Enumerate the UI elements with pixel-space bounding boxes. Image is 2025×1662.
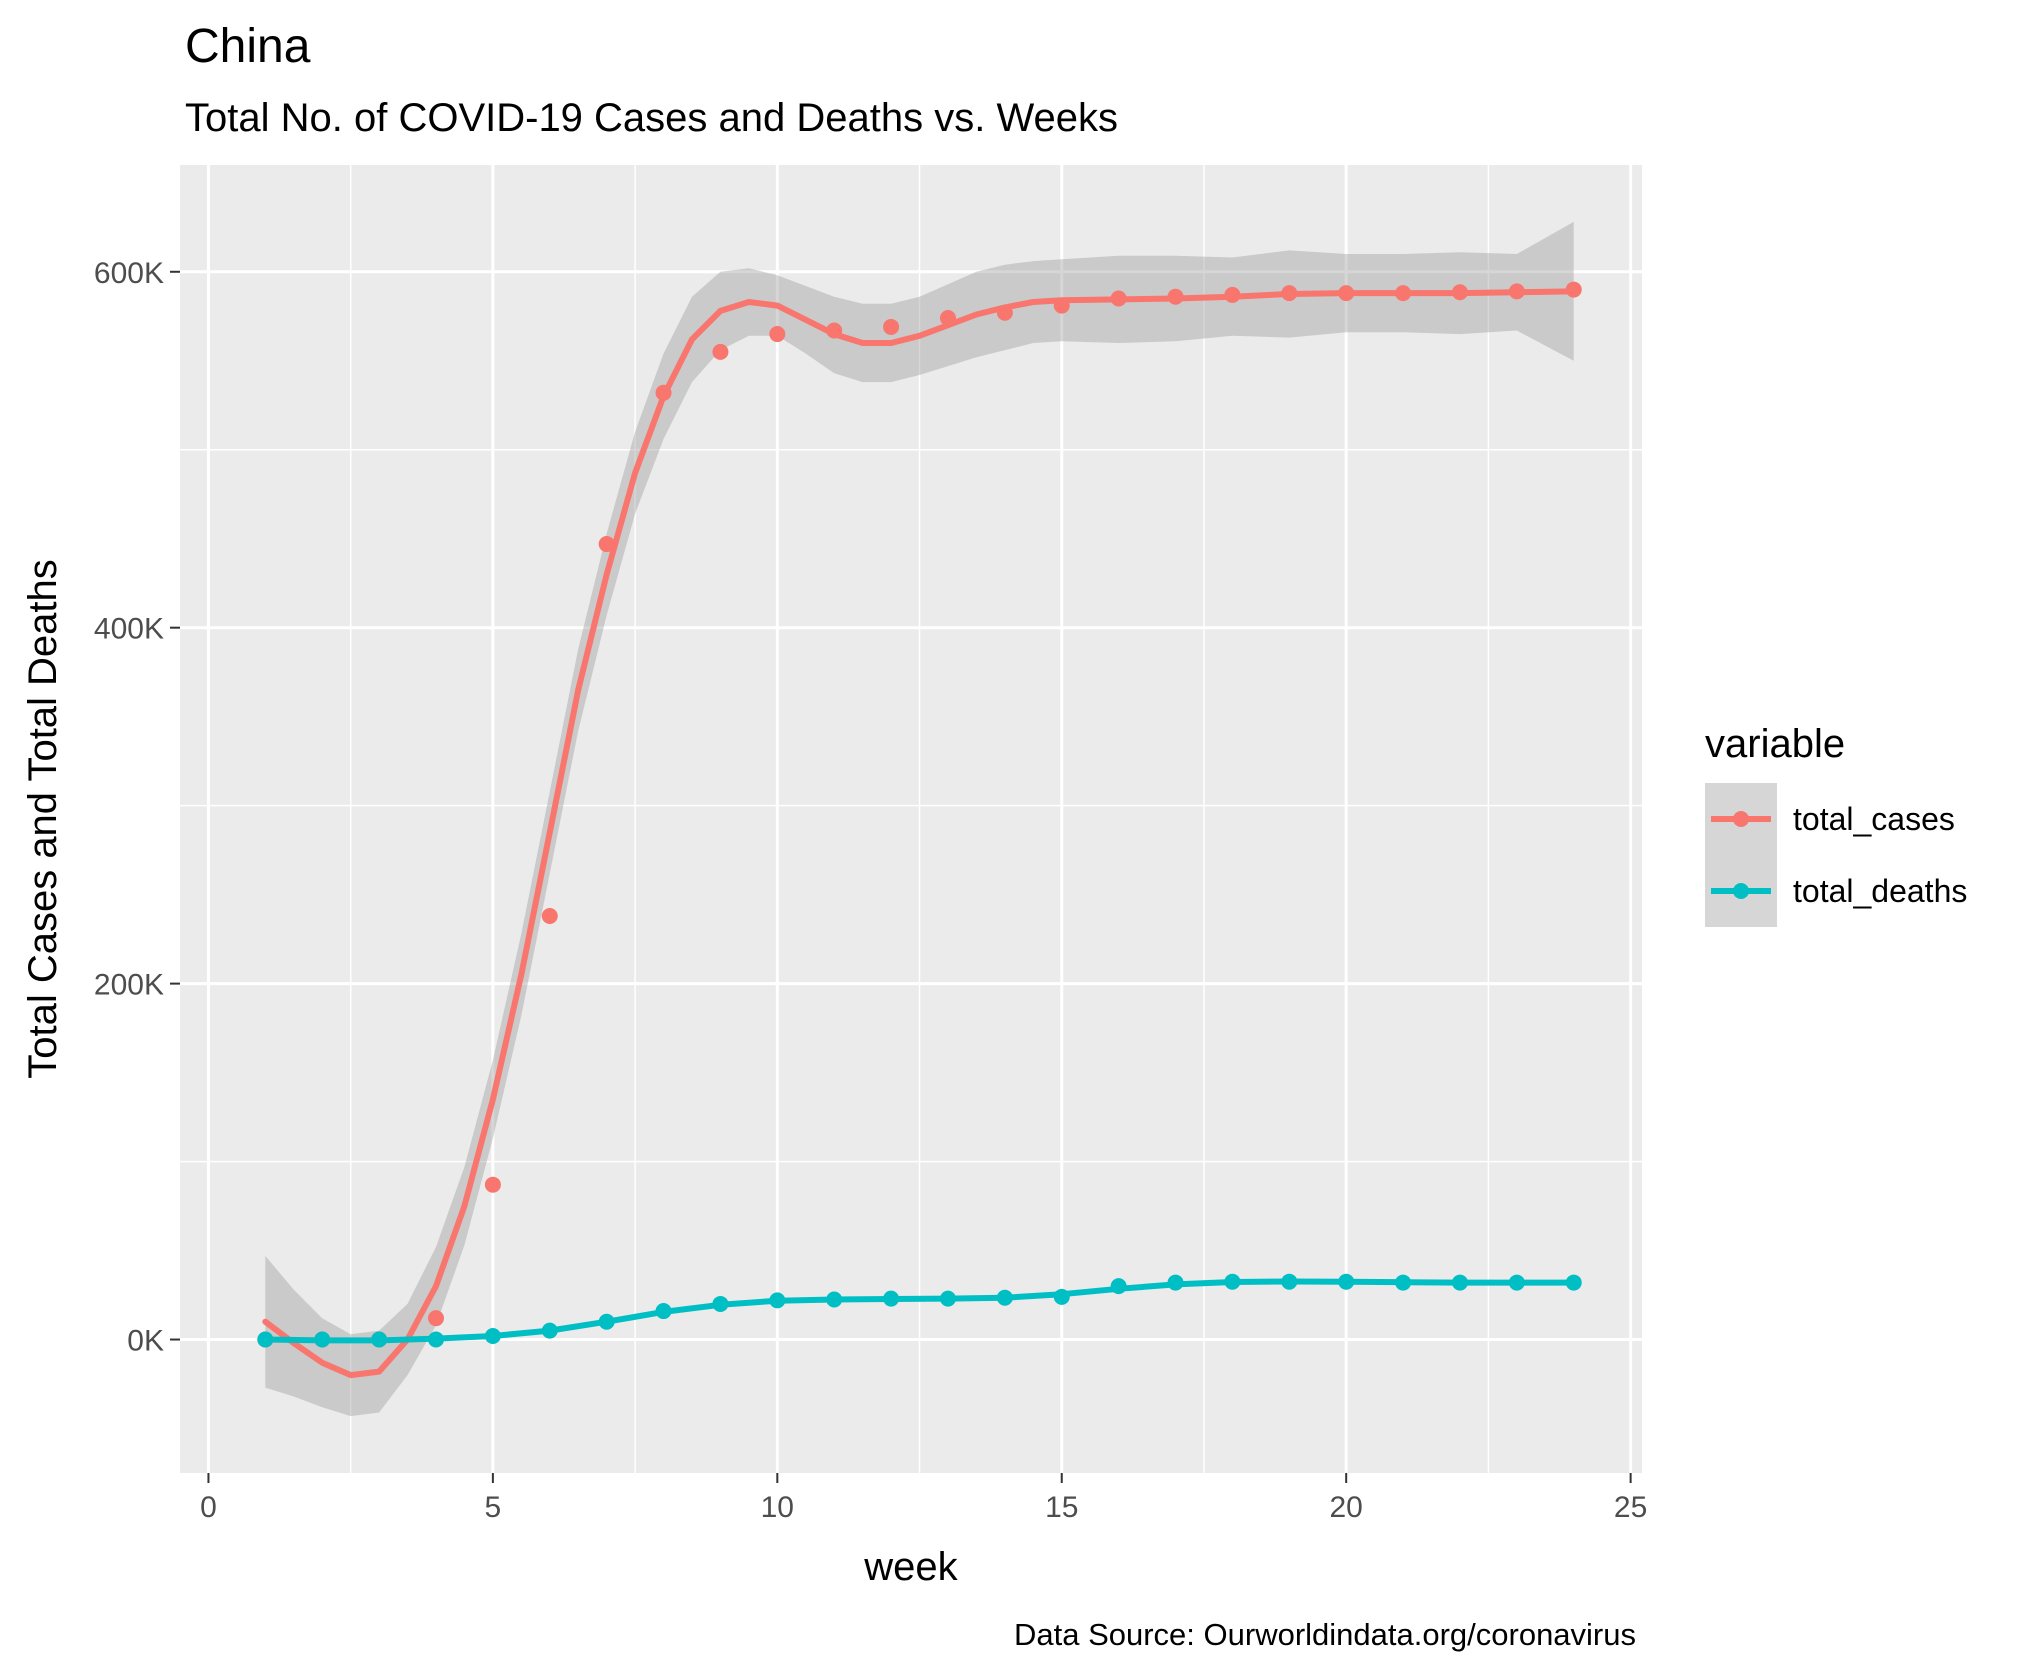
point-total_deaths: [484, 1327, 501, 1344]
plot-panel: [180, 165, 1642, 1473]
point-total_deaths: [371, 1331, 388, 1348]
point-total_cases: [655, 384, 672, 401]
y-tick-label: 200K: [94, 969, 164, 1002]
point-total_deaths: [1451, 1274, 1468, 1291]
point-total_deaths: [996, 1289, 1013, 1306]
legend: variable total_cases total_deaths: [1705, 722, 1967, 927]
line-total_cases: [262, 288, 1577, 1379]
x-axis-title: week: [863, 1545, 958, 1589]
x-tick-label: 15: [1045, 1491, 1078, 1524]
point-total_cases: [1224, 286, 1241, 303]
x-tick-label: 10: [761, 1491, 794, 1524]
y-tick-label: 600K: [94, 257, 164, 290]
x-tick-label: 20: [1329, 1491, 1362, 1524]
point-total_deaths: [598, 1313, 615, 1330]
point-total_deaths: [314, 1331, 331, 1348]
legend-key-point: [1733, 883, 1749, 899]
point-total_cases: [883, 318, 900, 335]
legend-keys: total_cases total_deaths: [1705, 783, 1967, 927]
point-total_deaths: [257, 1331, 274, 1348]
point-total_deaths: [1338, 1273, 1355, 1290]
x-tick-label: 0: [200, 1491, 217, 1524]
point-total_cases: [826, 322, 843, 339]
legend-key-point: [1733, 811, 1749, 827]
y-axis: 0K 200K 400K 600K: [94, 257, 180, 1358]
point-total_cases: [484, 1176, 501, 1193]
point-total_deaths: [1508, 1274, 1525, 1291]
line-total_deaths: [262, 1278, 1577, 1344]
chart-caption: Data Source: Ourworldindata.org/coronavi…: [1014, 1617, 1636, 1652]
point-total_deaths: [655, 1303, 672, 1320]
x-axis: 0 5 10 15 20 25: [200, 1473, 1647, 1524]
y-tick-label: 0K: [127, 1325, 164, 1358]
point-total_cases: [427, 1310, 444, 1327]
point-total_cases: [1565, 281, 1582, 298]
point-total_deaths: [1565, 1274, 1582, 1291]
y-tick-label: 400K: [94, 613, 164, 646]
point-total_deaths: [939, 1290, 956, 1307]
point-total_cases: [1053, 297, 1070, 314]
point-total_cases: [1281, 285, 1298, 302]
point-total_deaths: [1224, 1273, 1241, 1290]
point-total_deaths: [712, 1295, 729, 1312]
legend-title: variable: [1705, 722, 1845, 766]
point-total_deaths: [826, 1291, 843, 1308]
point-total_cases: [1508, 283, 1525, 300]
point-total_cases: [1395, 285, 1412, 302]
point-total_deaths: [1395, 1274, 1412, 1291]
point-total_cases: [541, 907, 558, 924]
point-total_cases: [1167, 288, 1184, 305]
data-points: [257, 281, 1582, 1348]
point-total_deaths: [541, 1322, 558, 1339]
point-total_deaths: [1053, 1288, 1070, 1305]
grid-minor: [180, 165, 1642, 1473]
legend-label-total_cases: total_cases: [1793, 801, 1955, 837]
y-axis-title: Total Cases and Total Deaths: [21, 559, 65, 1079]
point-total_cases: [598, 536, 615, 553]
smooth-lines: [262, 288, 1577, 1379]
point-total_deaths: [1110, 1278, 1127, 1295]
point-total_deaths: [769, 1292, 786, 1309]
grid-major: [180, 165, 1642, 1473]
x-tick-label: 25: [1614, 1491, 1647, 1524]
point-total_deaths: [883, 1290, 900, 1307]
point-total_cases: [712, 343, 729, 360]
point-total_deaths: [1281, 1273, 1298, 1290]
point-total_cases: [996, 304, 1013, 321]
chart-title: China: [185, 20, 311, 73]
point-total_deaths: [427, 1331, 444, 1348]
point-total_cases: [769, 326, 786, 343]
point-total_cases: [1451, 284, 1468, 301]
point-total_cases: [1110, 290, 1127, 307]
point-total_cases: [1338, 285, 1355, 302]
point-total_deaths: [1167, 1274, 1184, 1291]
legend-label-total_deaths: total_deaths: [1793, 873, 1967, 909]
x-tick-label: 5: [485, 1491, 502, 1524]
chart-subtitle: Total No. of COVID-19 Cases and Deaths v…: [185, 96, 1118, 140]
point-total_cases: [939, 310, 956, 327]
